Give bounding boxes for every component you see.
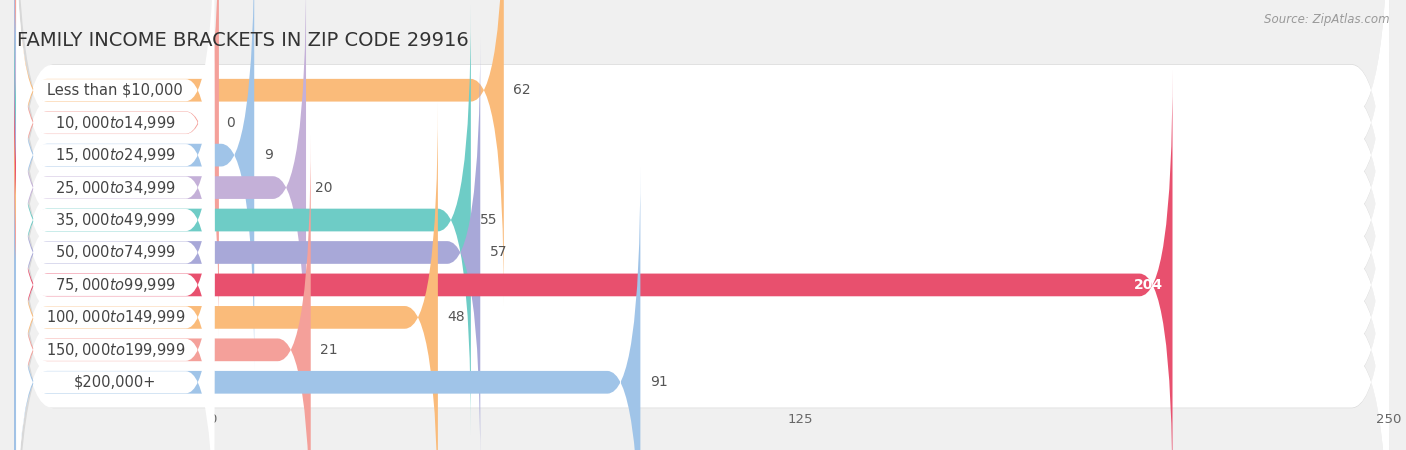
FancyBboxPatch shape (17, 166, 214, 450)
FancyBboxPatch shape (14, 0, 254, 371)
Text: 0: 0 (226, 116, 235, 130)
Text: $150,000 to $199,999: $150,000 to $199,999 (45, 341, 186, 359)
FancyBboxPatch shape (14, 148, 1389, 450)
FancyBboxPatch shape (14, 36, 481, 450)
FancyBboxPatch shape (17, 0, 214, 274)
FancyBboxPatch shape (17, 0, 1389, 324)
Text: $100,000 to $149,999: $100,000 to $149,999 (45, 308, 186, 326)
Text: 48: 48 (447, 310, 465, 324)
Text: Source: ZipAtlas.com: Source: ZipAtlas.com (1264, 14, 1389, 27)
FancyBboxPatch shape (17, 36, 214, 404)
FancyBboxPatch shape (14, 0, 307, 403)
FancyBboxPatch shape (14, 69, 1173, 450)
Text: 204: 204 (1135, 278, 1163, 292)
FancyBboxPatch shape (17, 0, 1389, 421)
FancyBboxPatch shape (14, 0, 1389, 357)
FancyBboxPatch shape (14, 4, 471, 436)
FancyBboxPatch shape (14, 0, 1389, 422)
Text: 21: 21 (321, 343, 337, 357)
FancyBboxPatch shape (17, 84, 1389, 450)
FancyBboxPatch shape (14, 0, 503, 306)
FancyBboxPatch shape (14, 116, 1389, 450)
FancyBboxPatch shape (14, 18, 1389, 450)
FancyBboxPatch shape (14, 166, 640, 450)
Text: $50,000 to $74,999: $50,000 to $74,999 (55, 243, 176, 261)
Text: $75,000 to $99,999: $75,000 to $99,999 (55, 276, 176, 294)
FancyBboxPatch shape (14, 0, 1389, 324)
FancyBboxPatch shape (14, 0, 1389, 450)
Text: Less than $10,000: Less than $10,000 (48, 83, 183, 98)
FancyBboxPatch shape (17, 4, 214, 371)
Text: 62: 62 (513, 83, 531, 97)
FancyBboxPatch shape (14, 50, 1389, 450)
Text: $200,000+: $200,000+ (75, 375, 156, 390)
FancyBboxPatch shape (17, 0, 1389, 450)
FancyBboxPatch shape (14, 102, 437, 450)
FancyBboxPatch shape (17, 0, 214, 339)
Text: 55: 55 (481, 213, 498, 227)
FancyBboxPatch shape (17, 51, 1389, 450)
FancyBboxPatch shape (14, 83, 1389, 450)
FancyBboxPatch shape (17, 69, 214, 436)
FancyBboxPatch shape (14, 0, 1389, 389)
FancyBboxPatch shape (17, 148, 1389, 450)
Text: $10,000 to $14,999: $10,000 to $14,999 (55, 114, 176, 132)
Text: 57: 57 (489, 246, 508, 260)
Text: 20: 20 (315, 180, 333, 194)
FancyBboxPatch shape (17, 0, 1389, 356)
FancyBboxPatch shape (14, 0, 219, 338)
Text: 9: 9 (264, 148, 273, 162)
Text: FAMILY INCOME BRACKETS IN ZIP CODE 29916: FAMILY INCOME BRACKETS IN ZIP CODE 29916 (17, 32, 468, 50)
FancyBboxPatch shape (17, 19, 1389, 450)
FancyBboxPatch shape (17, 116, 1389, 450)
FancyBboxPatch shape (14, 134, 311, 450)
Text: $15,000 to $24,999: $15,000 to $24,999 (55, 146, 176, 164)
FancyBboxPatch shape (17, 0, 214, 306)
FancyBboxPatch shape (17, 198, 214, 450)
FancyBboxPatch shape (17, 101, 214, 450)
Text: $35,000 to $49,999: $35,000 to $49,999 (55, 211, 176, 229)
Text: 91: 91 (650, 375, 668, 389)
Text: $25,000 to $34,999: $25,000 to $34,999 (55, 179, 176, 197)
FancyBboxPatch shape (17, 134, 214, 450)
FancyBboxPatch shape (17, 0, 1389, 389)
